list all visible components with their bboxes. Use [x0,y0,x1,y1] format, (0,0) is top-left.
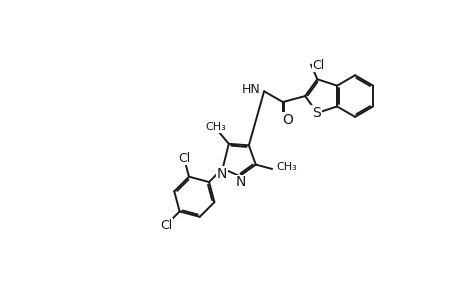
Text: O: O [281,113,292,127]
Text: CH₃: CH₃ [276,162,297,172]
Text: S: S [312,106,320,120]
Text: Cl: Cl [160,219,172,232]
Text: CH₃: CH₃ [205,122,225,132]
Text: N: N [216,167,227,181]
Text: Cl: Cl [312,59,324,72]
Text: N: N [235,175,245,189]
Text: Cl: Cl [178,152,190,165]
Text: HN: HN [241,83,260,96]
